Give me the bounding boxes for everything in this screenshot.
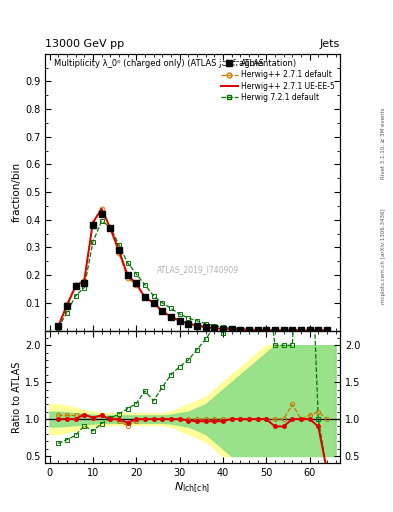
Y-axis label: fraction/bin: fraction/bin bbox=[12, 162, 22, 222]
Y-axis label: Ratio to ATLAS: Ratio to ATLAS bbox=[12, 361, 22, 433]
Text: ATLAS_2019_I740909: ATLAS_2019_I740909 bbox=[158, 265, 239, 274]
Text: Multiplicity λ_0⁰ (charged only) (ATLAS jet fragmentation): Multiplicity λ_0⁰ (charged only) (ATLAS … bbox=[54, 59, 296, 68]
Legend: ATLAS, Herwig++ 2.7.1 default, Herwig++ 2.7.1 UE-EE-5, Herwig 7.2.1 default: ATLAS, Herwig++ 2.7.1 default, Herwig++ … bbox=[219, 57, 336, 103]
Text: 13000 GeV pp: 13000 GeV pp bbox=[45, 38, 124, 49]
Text: Jets: Jets bbox=[320, 38, 340, 49]
Text: mcplots.cern.ch [arXiv:1306.3436]: mcplots.cern.ch [arXiv:1306.3436] bbox=[381, 208, 386, 304]
Text: Rivet 3.1.10, ≥ 3M events: Rivet 3.1.10, ≥ 3M events bbox=[381, 108, 386, 179]
X-axis label: $N_{\rm{lch[ch]}}$: $N_{\rm{lch[ch]}}$ bbox=[174, 481, 211, 495]
